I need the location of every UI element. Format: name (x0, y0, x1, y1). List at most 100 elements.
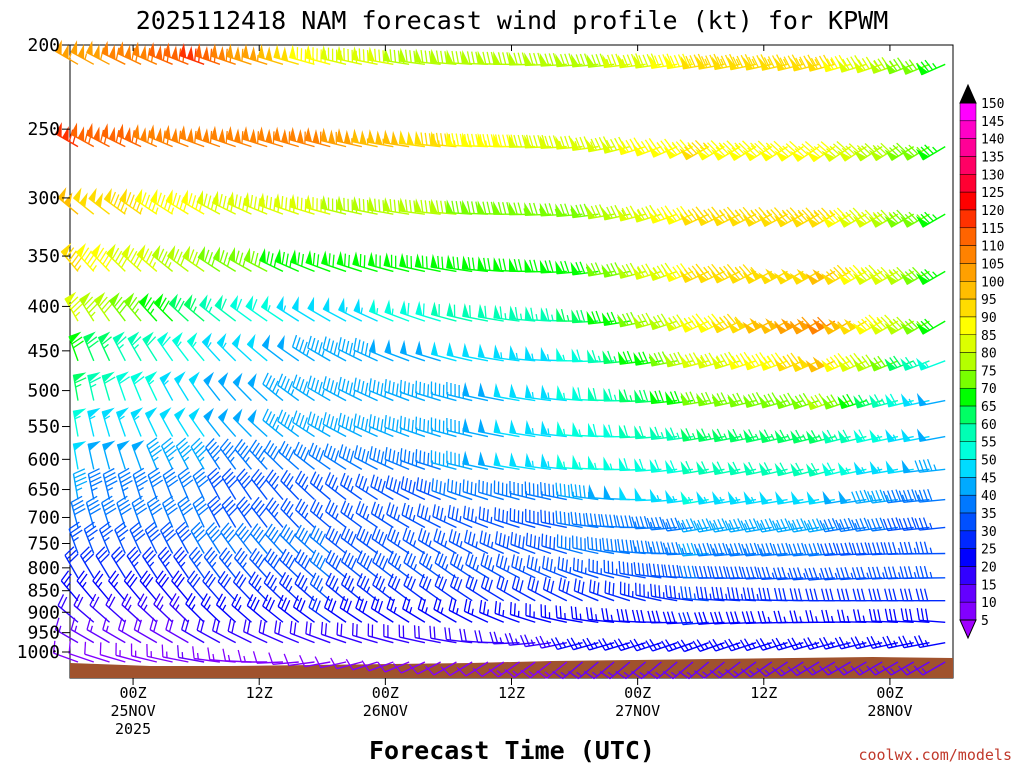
barb-full (652, 316, 661, 328)
barb-half (916, 214, 922, 220)
barb-full (868, 264, 878, 275)
barb-full (329, 416, 335, 429)
barb-flag (696, 392, 707, 407)
barb-full (506, 511, 509, 524)
wind-barb (539, 259, 567, 274)
barb-flag (462, 417, 470, 433)
barb-full (858, 394, 866, 406)
wind-barb (336, 45, 362, 65)
barb-full (594, 204, 602, 217)
wind-barb (188, 407, 205, 437)
barb-flag (127, 331, 140, 345)
barb-flag (509, 345, 517, 360)
wind-barb (649, 390, 678, 405)
wind-barb (415, 300, 441, 322)
barb-half (275, 388, 280, 396)
barb-full (466, 133, 471, 146)
barb-flag (477, 256, 485, 271)
barb-flag (572, 421, 580, 436)
barb-flag (828, 318, 842, 331)
wind-barb (304, 127, 331, 148)
barb-full (642, 54, 649, 67)
barb-full (427, 452, 430, 466)
barb-full (857, 320, 868, 331)
barb-flag (711, 356, 723, 370)
barb-staff (384, 390, 410, 402)
barb-half (391, 308, 394, 315)
barb-full (794, 395, 803, 407)
barb-full (908, 144, 919, 155)
barb-full (876, 145, 887, 155)
barb-full (277, 373, 284, 386)
wind-barb (727, 54, 757, 71)
barb-full (176, 251, 183, 264)
barb-flag (242, 191, 250, 208)
barb-flag (572, 386, 580, 400)
barb-flag (168, 293, 178, 309)
barb-full (770, 209, 780, 220)
wind-barb (291, 334, 315, 362)
barb-flag (201, 332, 212, 348)
barb-full (924, 144, 934, 155)
barb-full (685, 428, 692, 440)
wind-barb (259, 248, 284, 273)
wind-barb (743, 54, 772, 71)
barb-flag (70, 40, 78, 56)
barb-full (160, 194, 166, 207)
wind-barb (884, 57, 914, 75)
barb-full (621, 264, 629, 277)
barb-full (687, 316, 697, 328)
barb-half (621, 209, 626, 216)
barb-flag (261, 334, 271, 350)
barb-flag (663, 269, 676, 282)
barb-flag (710, 213, 724, 227)
barb-staff (292, 421, 315, 438)
barb-full (904, 320, 915, 331)
wind-barb (307, 411, 331, 438)
barb-full (299, 339, 305, 352)
barb-flag (116, 371, 129, 383)
barb-full (660, 140, 669, 151)
barb-full (295, 412, 301, 425)
wind-barb (353, 337, 378, 362)
wind-barb (821, 207, 851, 228)
barb-full (684, 211, 693, 223)
barb-full (310, 337, 316, 351)
barb-half (865, 398, 870, 405)
barb-full (701, 56, 708, 68)
barb-flag (727, 56, 738, 71)
barb-full (873, 357, 882, 369)
barb-full (127, 248, 135, 260)
barb-staff (353, 425, 378, 438)
barb-half (569, 567, 572, 574)
barb-flag (812, 269, 826, 281)
barb-flag (430, 341, 439, 357)
barb-full (388, 416, 391, 429)
barb-flag (680, 55, 691, 70)
barb-full (747, 356, 756, 368)
barb-half (92, 265, 97, 271)
barb-full (626, 350, 633, 363)
wind-barb (774, 140, 804, 162)
wind-barb (649, 426, 678, 441)
barb-full (269, 196, 273, 210)
barb-flag (68, 331, 82, 344)
wind-barb (322, 297, 347, 322)
wind-barb (117, 123, 142, 148)
barb-full (861, 58, 870, 70)
barb-full (486, 134, 491, 147)
wind-barb (103, 187, 128, 215)
barb-full (896, 142, 906, 153)
barb-full (559, 203, 566, 216)
barb-flag (773, 358, 787, 372)
barb-full (801, 209, 812, 220)
barb-full (842, 58, 850, 71)
barb-full (413, 625, 416, 638)
wind-barb (197, 246, 221, 272)
barb-flag (246, 333, 256, 350)
barb-full (411, 419, 414, 433)
barb-flag (852, 359, 866, 372)
barb-flag (338, 297, 345, 314)
barb-flag (733, 317, 747, 330)
barb-half (74, 311, 81, 317)
